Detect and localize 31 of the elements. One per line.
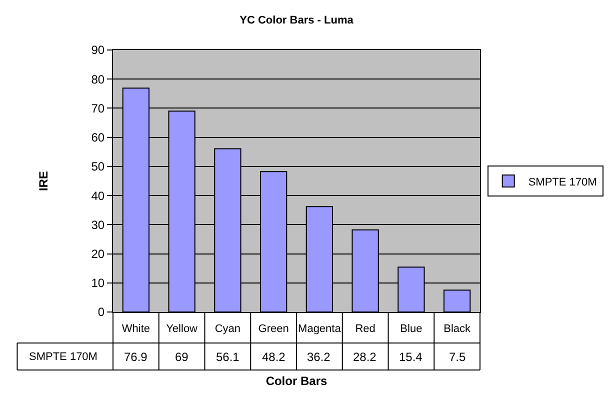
y-tick-label: 20 xyxy=(91,246,105,261)
x-axis-title: Color Bars xyxy=(266,374,328,388)
y-tick-label: 60 xyxy=(91,130,105,145)
data-label: 7.5 xyxy=(449,350,466,364)
data-label: 69 xyxy=(175,350,189,364)
x-tick-label: Magenta xyxy=(298,323,342,336)
data-label: 48.2 xyxy=(262,350,286,364)
chart-title: YC Color Bars - Luma xyxy=(240,14,354,27)
y-tick-label: 0 xyxy=(98,305,105,320)
y-tick-label: 40 xyxy=(91,188,105,203)
y-tick-label: 50 xyxy=(91,160,105,174)
y-tick-label: 10 xyxy=(91,276,105,290)
y-tick-label: 90 xyxy=(91,43,105,58)
text: SMPTE 170M xyxy=(29,351,98,363)
data-label: 28.2 xyxy=(353,350,377,364)
x-tick-label: Red xyxy=(355,323,376,336)
y-tick-label: 80 xyxy=(91,72,105,86)
x-tick-label: Green xyxy=(258,323,289,336)
y-tick-label: 30 xyxy=(91,218,105,232)
data-label: 56.1 xyxy=(216,350,240,364)
data-label: 36.2 xyxy=(307,350,331,364)
x-tick-label: Black xyxy=(444,323,472,336)
x-tick-label: Cyan xyxy=(214,323,241,336)
x-tick-label: Blue xyxy=(400,323,422,336)
data-label: 76.9 xyxy=(124,350,148,364)
y-tick-label: 70 xyxy=(91,101,105,116)
legend-label: SMPTE 170M xyxy=(528,176,597,188)
x-tick-label: Yellow xyxy=(166,323,198,336)
x-tick-label: White xyxy=(122,323,150,336)
data-label: 15.4 xyxy=(399,350,423,364)
y-axis-title: IRE xyxy=(36,170,51,192)
